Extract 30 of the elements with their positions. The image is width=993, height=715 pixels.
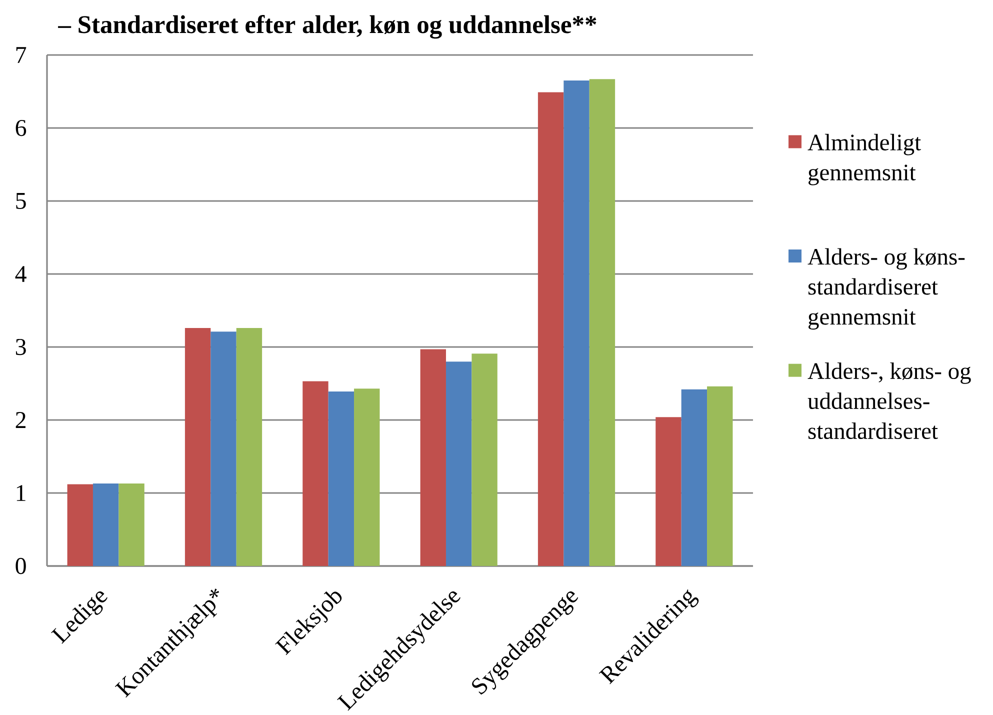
chart-title: – Standardiseret efter alder, køn og uddannelse** (58, 15, 596, 39)
bar (210, 332, 236, 566)
bar (472, 354, 498, 566)
bar (354, 388, 380, 566)
legend-label: Alders- og køns-standardiseret gennemsnit (808, 248, 965, 330)
bar (67, 484, 93, 566)
y-tick-label: 2 (16, 412, 26, 428)
y-tick-label: 1 (16, 485, 26, 501)
bar (446, 362, 472, 566)
bar (707, 386, 733, 566)
bar (420, 349, 446, 566)
legend-label: Alders-, køns- og uddannelses-standardiseret (808, 362, 971, 440)
bar (656, 417, 682, 566)
y-tick-label: 5 (16, 193, 26, 209)
y-tick-label: 3 (16, 338, 26, 356)
bar (564, 80, 590, 566)
bar (589, 79, 616, 566)
bar (538, 92, 564, 566)
legend-label: Almindeligt gennemsnit (808, 134, 921, 186)
y-tick-label: 0 (16, 558, 26, 574)
bar (236, 328, 262, 566)
bar (118, 484, 144, 566)
y-tick-label: 6 (16, 120, 26, 136)
bar (92, 484, 119, 566)
bar (681, 389, 708, 566)
bar (184, 328, 211, 566)
bar (302, 381, 328, 566)
bar (328, 392, 354, 566)
y-tick-label: 7 (16, 47, 26, 63)
y-tick-label: 4 (15, 266, 26, 282)
